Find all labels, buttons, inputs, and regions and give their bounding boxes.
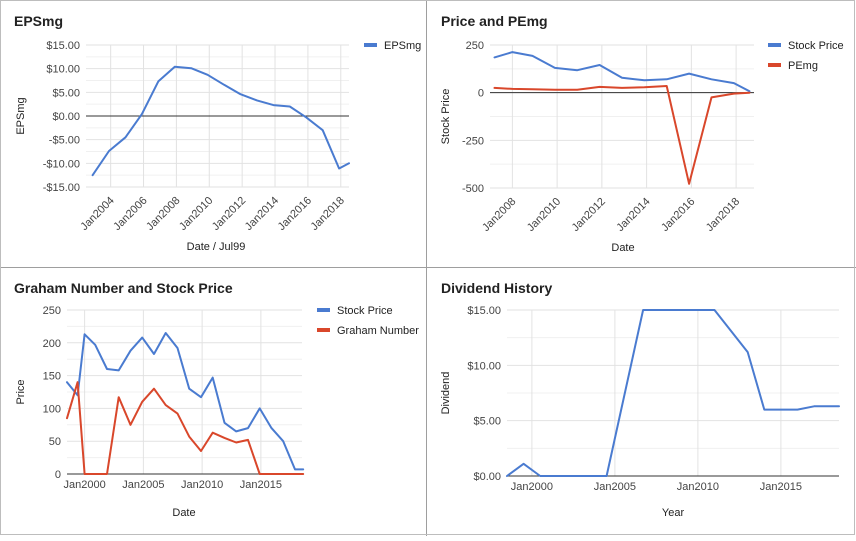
chart-graham: Graham Number and Stock Price 250 200 150 1…	[14, 280, 419, 519]
series-line-stock-price	[66, 332, 305, 471]
x-tick-label: Jan2015	[760, 481, 802, 493]
legend-swatch	[317, 328, 330, 332]
y-axis-label: Dividend	[440, 372, 452, 415]
chart-title: Dividend History	[441, 280, 552, 296]
series-line-stock-price	[493, 51, 751, 93]
y-axis-label: Stock Price	[440, 89, 452, 145]
x-tick-label: Jan2014	[243, 195, 281, 233]
x-tick-label: Jan2000	[511, 481, 553, 493]
x-tick-label: Jan2016	[276, 195, 314, 233]
x-tick-label: Jan2016	[659, 196, 697, 234]
legend-label: Graham Number	[337, 325, 419, 337]
chart-title: EPSmg	[14, 13, 63, 29]
x-tick-label: Jan2000	[64, 479, 106, 491]
chart-dividend: Dividend History $15.00 $10.00 $5.00 $0.00 J…	[440, 280, 840, 519]
x-axis-label: Date	[172, 507, 195, 519]
y-tick-label: -500	[462, 183, 484, 195]
x-tick-label: Jan2018	[704, 196, 742, 234]
x-tick-label: Jan2010	[677, 481, 719, 493]
y-tick-label: -$10.00	[43, 158, 80, 170]
x-tick-label: Jan2006	[111, 195, 149, 233]
y-tick-label: 100	[43, 403, 61, 415]
legend-swatch	[364, 43, 377, 47]
y-tick-label: 0	[55, 469, 61, 481]
chart-pe-panel: Price and PEmg 250 0 -250 -500 Jan2008 Jan201…	[427, 0, 856, 267]
y-tick-label: 250	[466, 40, 484, 52]
y-tick-label: 150	[43, 371, 61, 383]
legend-swatch	[768, 63, 781, 67]
x-tick-label: Jan2005	[122, 479, 164, 491]
legend-label: Stock Price	[788, 40, 844, 52]
y-tick-label: $15.00	[46, 40, 80, 52]
gridlines	[67, 309, 302, 475]
x-axis-label: Date / Jul99	[187, 241, 246, 253]
chart-title: Price and PEmg	[441, 13, 548, 29]
series-line-epsmg	[91, 65, 350, 177]
legend-swatch	[317, 308, 330, 312]
y-axis-label: Price	[15, 379, 27, 404]
series-line-graham-number	[66, 381, 305, 475]
x-tick-label: Jan2018	[309, 195, 347, 233]
x-tick-label: Jan2010	[177, 195, 215, 233]
y-tick-label: $5.00	[473, 416, 501, 428]
y-tick-label: $0.00	[52, 111, 80, 123]
y-tick-label: 0	[478, 88, 484, 100]
x-tick-label: Jan2012	[570, 196, 608, 234]
y-tick-label: $15.00	[467, 305, 501, 317]
series-line-pemg	[493, 85, 751, 185]
x-tick-label: Jan2008	[480, 196, 518, 234]
chart-dividend-panel: Dividend History $15.00 $10.00 $5.00 $0.00 J…	[427, 268, 856, 536]
legend-label: Stock Price	[337, 305, 393, 317]
x-tick-label: Jan2004	[78, 195, 116, 233]
legend-swatch	[768, 43, 781, 47]
y-tick-label: $10.00	[46, 64, 80, 76]
x-tick-label: Jan2010	[181, 479, 223, 491]
x-tick-label: Jan2008	[144, 195, 182, 233]
y-tick-label: 250	[43, 305, 61, 317]
chart-title: Graham Number and Stock Price	[14, 280, 233, 296]
gridlines	[507, 309, 839, 477]
panel-divider-vertical	[426, 0, 427, 536]
y-tick-label: -$5.00	[49, 135, 80, 147]
legend-label: EPSmg	[384, 40, 421, 52]
y-tick-label: 50	[49, 436, 61, 448]
x-tick-label: Jan2015	[240, 479, 282, 491]
y-axis-label: EPSmg	[15, 97, 27, 134]
chart-eps: EPSmg $15.00 $10.00 $5.00 $0.00 -$5.00 -$10.0…	[14, 13, 421, 253]
x-tick-label: Jan2010	[525, 196, 563, 234]
chart-eps-panel: EPSmg $15.00 $10.00 $5.00 $0.00 -$5.00 -$10.0…	[0, 0, 426, 267]
legend-label: PEmg	[788, 60, 818, 72]
x-tick-label: Jan2005	[594, 481, 636, 493]
chart-graham-panel: Graham Number and Stock Price 250 200 150 1…	[0, 268, 426, 536]
x-axis-label: Year	[662, 507, 685, 519]
x-tick-label: Jan2014	[614, 196, 652, 234]
x-tick-label: Jan2012	[210, 195, 248, 233]
y-tick-label: $0.00	[473, 471, 501, 483]
panel-divider-horizontal	[0, 267, 856, 268]
y-tick-label: -250	[462, 135, 484, 147]
y-tick-label: 200	[43, 338, 61, 350]
y-tick-label: $10.00	[467, 360, 501, 372]
y-tick-label: $5.00	[52, 87, 80, 99]
x-axis-label: Date	[611, 242, 634, 254]
gridlines	[86, 44, 349, 188]
series-line-dividend	[506, 309, 840, 477]
y-tick-label: -$15.00	[43, 182, 80, 194]
gridlines	[490, 44, 754, 189]
